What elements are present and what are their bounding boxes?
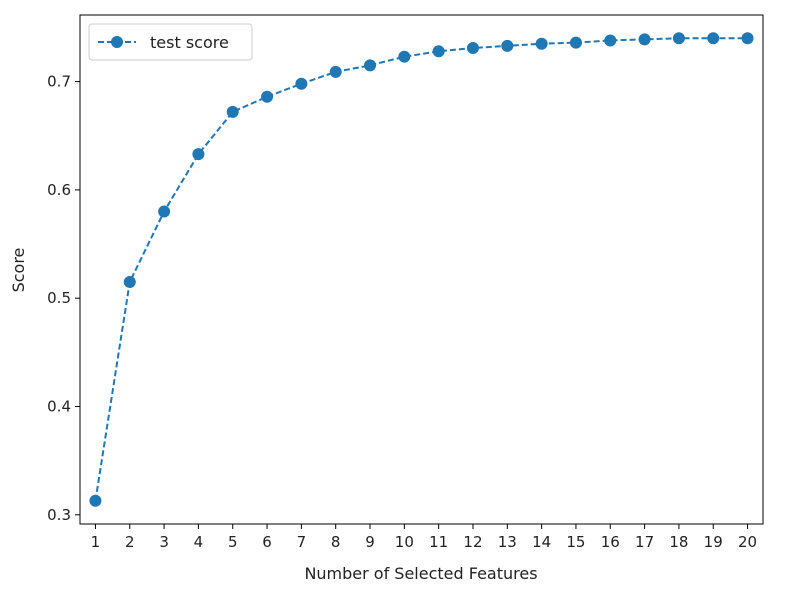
data-point [466, 42, 479, 55]
data-point [535, 37, 548, 50]
x-tick-label: 1 [91, 533, 101, 551]
y-axis-ticks: 0.3 0.4 0.5 0.6 0.7 [47, 73, 80, 524]
legend-label: test score [150, 33, 229, 52]
x-tick-label: 11 [429, 533, 448, 551]
legend-box [88, 23, 253, 61]
series-group [89, 32, 754, 507]
x-tick-label: 7 [297, 533, 307, 551]
y-tick-label: 0.4 [47, 397, 71, 415]
data-point [261, 90, 274, 103]
x-axis-ticks: 1 2 3 4 5 6 7 8 9 10 11 12 13 14 15 16 17 18 19 20 [91, 524, 757, 551]
plot-area [79, 14, 764, 525]
data-point [226, 105, 239, 118]
x-tick-label: 9 [365, 533, 375, 551]
x-tick-label: 14 [532, 533, 551, 551]
x-tick-label: 17 [635, 533, 654, 551]
x-tick-label: 18 [669, 533, 688, 551]
legend-marker-swatch [111, 36, 123, 48]
x-tick-label: 2 [125, 533, 135, 551]
data-point [638, 33, 651, 46]
data-point [364, 59, 377, 72]
data-point [158, 205, 171, 218]
data-point [604, 34, 617, 47]
y-tick-label: 0.3 [47, 506, 71, 524]
x-tick-label: 5 [228, 533, 238, 551]
x-tick-label: 6 [262, 533, 272, 551]
x-tick-label: 12 [463, 533, 482, 551]
x-tick-label: 19 [704, 533, 723, 551]
data-point [569, 36, 582, 49]
data-point [672, 32, 685, 45]
data-point [192, 148, 205, 161]
x-tick-label: 13 [498, 533, 517, 551]
y-tick-label: 0.7 [47, 73, 71, 91]
data-point [432, 45, 445, 58]
data-point [295, 77, 308, 90]
y-tick-label: 0.6 [47, 181, 71, 199]
x-tick-label: 3 [159, 533, 169, 551]
y-tick-label: 0.5 [47, 289, 71, 307]
x-tick-label: 8 [331, 533, 341, 551]
x-tick-label: 20 [738, 533, 757, 551]
x-tick-label: 15 [566, 533, 585, 551]
data-point [707, 32, 720, 45]
data-point [501, 39, 514, 52]
legend: test score [88, 23, 253, 61]
x-tick-label: 16 [601, 533, 620, 551]
x-tick-label: 4 [194, 533, 204, 551]
data-point [123, 275, 136, 288]
data-point [329, 65, 342, 78]
x-axis-label: Number of Selected Features [304, 564, 537, 583]
y-axis-label: Score [9, 248, 28, 293]
data-point [398, 50, 411, 63]
x-tick-label: 10 [395, 533, 414, 551]
data-point [89, 494, 102, 507]
data-point [741, 32, 754, 45]
